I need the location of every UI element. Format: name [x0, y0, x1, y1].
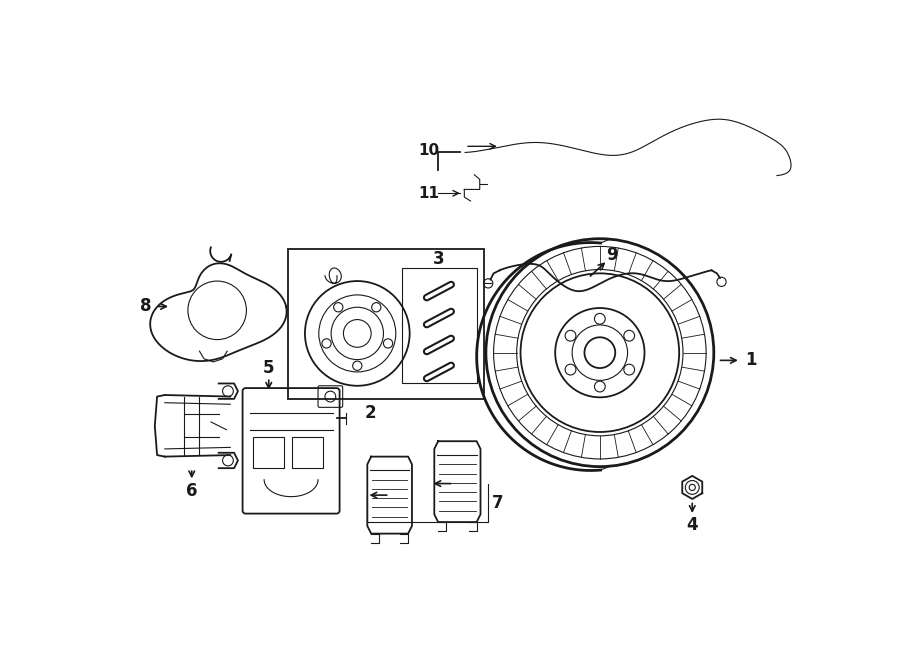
Text: 9: 9	[607, 246, 618, 264]
Text: 4: 4	[687, 516, 698, 534]
Bar	[402, 268, 477, 383]
Text: 10: 10	[418, 143, 439, 158]
Text: 6: 6	[186, 483, 197, 500]
Text: 8: 8	[140, 297, 151, 315]
Text: 7: 7	[491, 494, 503, 512]
Text: 5: 5	[263, 359, 274, 377]
Text: 2: 2	[364, 404, 376, 422]
Text: 3: 3	[433, 250, 445, 268]
Bar	[292, 438, 323, 468]
Bar	[288, 249, 484, 399]
Text: 11: 11	[418, 186, 439, 201]
Text: 1: 1	[745, 352, 757, 369]
Bar	[254, 438, 284, 468]
